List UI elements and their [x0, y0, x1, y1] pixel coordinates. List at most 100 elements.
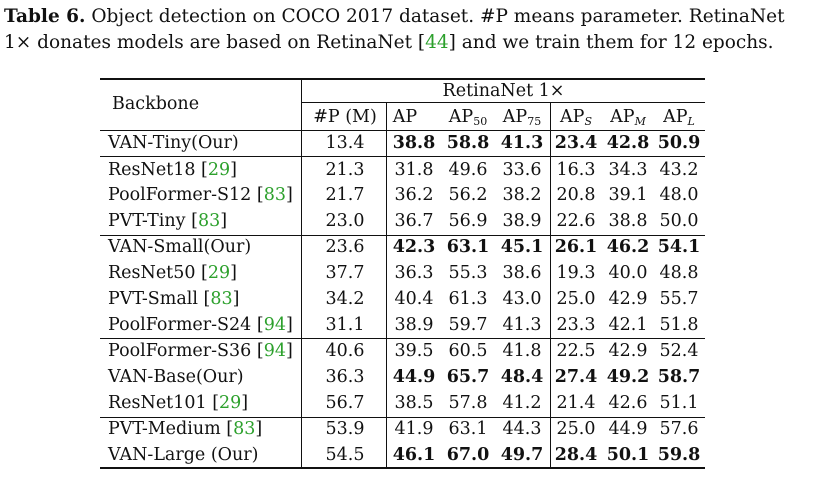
- citation-link[interactable]: 29: [207, 263, 231, 283]
- cell-ap75: 38.2: [502, 185, 542, 205]
- row-backbone-name: ResNet50 [29]: [108, 261, 237, 285]
- citation-link[interactable]: 29: [219, 393, 242, 413]
- header-retinanet-group: RetinaNet 1×: [442, 81, 565, 101]
- cell-apm: 49.2: [606, 367, 650, 387]
- cell-ap75: 41.2: [502, 393, 542, 413]
- row-backbone-name: VAN-Tiny(Our): [108, 131, 239, 155]
- cell-ap75: 41.3: [500, 133, 544, 153]
- cell-aps: 20.8: [556, 185, 596, 205]
- cell-apl: 48.0: [659, 185, 699, 205]
- cell-params: 31.1: [325, 315, 365, 335]
- cell-params: 56.7: [325, 393, 365, 413]
- backbone-label: PVT-Tiny: [108, 211, 192, 231]
- cell-aps: 22.5: [556, 341, 596, 361]
- cell-ap75: 41.8: [502, 341, 542, 361]
- cell-apm: 42.1: [608, 315, 648, 335]
- cell-ap: 36.7: [394, 211, 434, 231]
- row-backbone-name: PoolFormer-S24 [94]: [108, 313, 293, 337]
- cite-bracket-close: ]: [285, 185, 293, 205]
- cell-params: 54.5: [325, 445, 365, 465]
- caption-line-2: 1× donates models are based on RetinaNet…: [4, 30, 812, 56]
- cell-params: 36.3: [325, 367, 365, 387]
- cell-apm: 42.6: [608, 393, 648, 413]
- cell-ap50: 57.8: [448, 393, 488, 413]
- cell-aps: 25.0: [556, 419, 596, 439]
- citation-link[interactable]: 83: [263, 185, 286, 205]
- caption-citation[interactable]: 44: [425, 32, 449, 53]
- cell-ap75: 33.6: [502, 160, 542, 180]
- caption-label: Table 6.: [4, 6, 86, 27]
- cell-apl: 55.7: [659, 289, 699, 309]
- cell-params: 34.2: [325, 289, 365, 309]
- backbone-divider: [301, 78, 302, 469]
- cell-apm: 50.1: [606, 445, 650, 465]
- cell-ap50: 65.7: [446, 367, 490, 387]
- row-backbone-name: PoolFormer-S36 [94]: [108, 339, 293, 363]
- citation-link[interactable]: 83: [233, 419, 256, 439]
- cell-apm: 39.1: [608, 185, 648, 205]
- cell-aps: 21.4: [556, 393, 596, 413]
- backbone-label: ResNet18: [108, 160, 202, 180]
- cell-aps: 23.4: [554, 133, 598, 153]
- cell-apl: 52.4: [659, 341, 699, 361]
- header-aps: APS: [550, 105, 602, 129]
- cite-bracket-open: [: [226, 419, 234, 439]
- top-rule: [100, 78, 705, 80]
- row-backbone-name: VAN-Base(Our): [108, 365, 244, 389]
- cell-apm: 40.0: [608, 263, 648, 283]
- cite-bracket-close: ]: [230, 263, 237, 283]
- header-ap50-sub: 50: [473, 115, 488, 128]
- cell-apm: 34.3: [608, 160, 648, 180]
- citation-link[interactable]: 29: [207, 160, 231, 180]
- cell-ap: 42.3: [392, 237, 436, 257]
- cell-ap: 44.9: [392, 367, 436, 387]
- cell-ap: 36.2: [394, 185, 434, 205]
- cell-aps: 16.3: [556, 160, 596, 180]
- cite-bracket-open: [: [256, 315, 264, 335]
- group-separator-rule: [100, 156, 705, 157]
- cell-apl: 50.0: [659, 211, 699, 231]
- row-backbone-name: PoolFormer-S12 [83]: [108, 183, 293, 207]
- results-table: Backbone RetinaNet 1× #P (M) AP AP50 AP7…: [100, 78, 705, 469]
- cell-ap75: 41.3: [502, 315, 542, 335]
- citation-link[interactable]: 94: [263, 315, 286, 335]
- cell-aps: 28.4: [554, 445, 598, 465]
- cell-ap50: 61.3: [448, 289, 488, 309]
- citation-link[interactable]: 83: [197, 211, 221, 231]
- cell-aps: 19.3: [556, 263, 596, 283]
- cell-apl: 59.8: [657, 445, 701, 465]
- header-apm: APM: [600, 105, 656, 129]
- cite-bracket-close: ]: [230, 160, 237, 180]
- cell-ap: 41.9: [394, 419, 434, 439]
- cite-bracket-close: ]: [220, 211, 228, 231]
- row-backbone-name: VAN-Large (Our): [108, 443, 259, 467]
- cell-ap50: 60.5: [448, 341, 488, 361]
- ap-scale-divider: [550, 103, 551, 469]
- cell-ap75: 44.3: [502, 419, 542, 439]
- header-apl-base: AP: [663, 107, 688, 127]
- cell-apm: 44.9: [608, 419, 648, 439]
- cell-ap75: 43.0: [502, 289, 542, 309]
- cell-ap50: 49.6: [448, 160, 488, 180]
- params-divider: [386, 103, 387, 469]
- row-backbone-name: PVT-Small [83]: [108, 287, 239, 311]
- cell-aps: 23.3: [556, 315, 596, 335]
- cell-params: 21.3: [325, 160, 365, 180]
- cell-ap: 38.8: [392, 133, 436, 153]
- citation-link[interactable]: 83: [210, 289, 233, 309]
- header-ap75: AP75: [494, 105, 550, 129]
- citation-link[interactable]: 94: [263, 341, 286, 361]
- cell-params: 53.9: [325, 419, 365, 439]
- cell-ap: 39.5: [394, 341, 434, 361]
- cell-ap50: 56.9: [448, 211, 488, 231]
- cite-bracket-open: [: [212, 393, 220, 413]
- backbone-label: VAN-Small(Our): [108, 237, 252, 257]
- group-separator-rule: [100, 338, 705, 339]
- cell-params: 40.6: [325, 341, 365, 361]
- header-apl-sub: L: [687, 115, 695, 128]
- cite-bracket-open: [: [201, 263, 208, 283]
- header-ap50-base: AP: [448, 107, 474, 127]
- cell-params: 21.7: [325, 185, 365, 205]
- backbone-label: PVT-Small: [108, 289, 204, 309]
- cell-aps: 22.6: [556, 211, 596, 231]
